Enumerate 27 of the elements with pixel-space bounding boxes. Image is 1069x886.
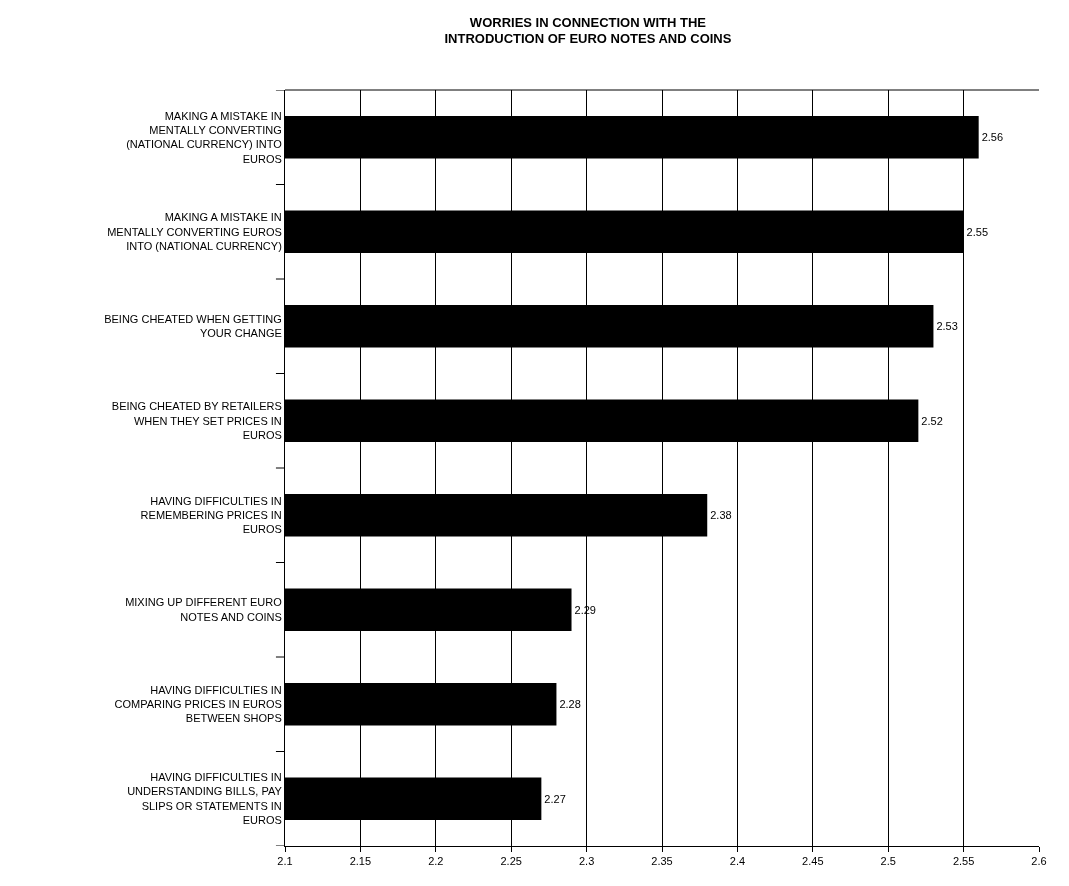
chart-title: WORRIES IN CONNECTION WITH THE INTRODUCTION OF EURO NOTES AND COINS [444,14,732,47]
y-tick-label: HAVING DIFFICULTIES IN UNDERSTANDING BILLS, PAY SLIPS OR STATEMENTS IN EUROS [127,771,283,827]
data-label: 2.52 [921,414,943,427]
data-label: 2.55 [966,225,989,238]
x-tick-label: 2.3 [578,855,595,868]
y-tick-label: MIXING UP DIFFERENT EURO NOTES AND COINS [125,596,283,623]
y-tick-label: MAKING A MISTAKE IN MENTALLY CONVERTING EUROS INTO (NATIONAL CURRENCY) [107,211,282,252]
data-label: 2.27 [544,792,566,805]
data-label: 2.53 [936,320,958,333]
x-tick-label: 2.4 [729,855,746,868]
x-tick-label: 2.2 [428,855,444,868]
x-tick-label: 2.5 [880,855,896,868]
x-tick-label: 2.6 [1031,855,1047,868]
y-tick-label: HAVING DIFFICULTIES IN REMEMBERING PRICES IN EUROS [140,494,282,536]
x-tick-label: 2.15 [349,855,372,868]
data-label: 2.28 [559,698,581,711]
x-tick-label: 2.25 [500,855,522,868]
x-tick-label: 2.55 [952,855,975,868]
data-label: 2.38 [710,509,732,522]
y-tick-label: BEING CHEATED BY RETAILERS WHEN THEY SET PRICES IN EUROS [111,400,282,441]
x-tick-label: 2.45 [802,855,824,868]
data-label: 2.56 [981,131,1004,144]
y-tick-label: HAVING DIFFICULTIES IN COMPARING PRICES IN EUROS BETWEEN SHOPS [114,683,282,725]
y-tick-label: MAKING A MISTAKE IN MENTALLY CONVERTING (NATIONAL CURRENCY) INTO EUROS [126,109,283,165]
x-tick-label: 2.1 [277,855,293,868]
y-tick-label: BEING CHEATED WHEN GETTING YOUR CHANGE [104,312,282,340]
x-tick-label: 2.35 [651,855,673,868]
